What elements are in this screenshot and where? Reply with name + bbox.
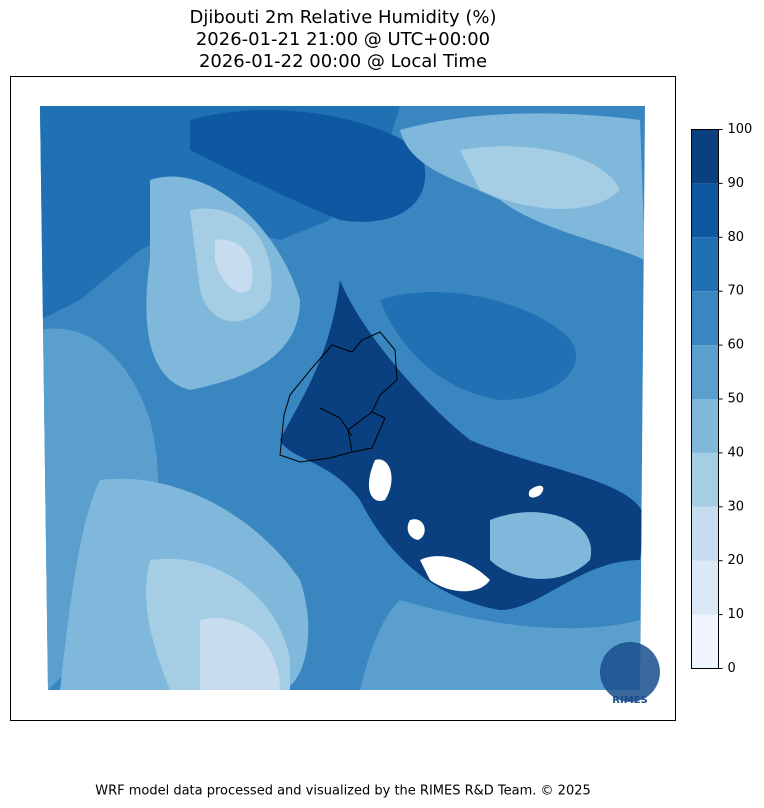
- colorbar: 0 10 20 30 40 50 60 70 80 90 100: [691, 122, 753, 676]
- colorbar-band: [691, 237, 719, 292]
- colorbar-band: [691, 560, 719, 615]
- colorbar-band: [691, 506, 719, 561]
- contour: [490, 512, 592, 579]
- contour: [190, 110, 426, 222]
- title-line: 2026-01-21 21:00 @ UTC+00:00: [196, 29, 490, 50]
- map-frame: [10, 76, 676, 721]
- tick-label: 80: [728, 230, 745, 245]
- logo-badge: [600, 642, 660, 702]
- tick-label: 50: [728, 392, 745, 407]
- tick-label: 100: [728, 122, 753, 137]
- colorbar-band: [691, 399, 719, 453]
- colorbar-band: [691, 452, 719, 507]
- contour: [200, 618, 280, 690]
- title-line: 2026-01-22 00:00 @ Local Time: [199, 51, 487, 72]
- tick-label: 30: [728, 499, 745, 514]
- tick-label: 40: [728, 445, 745, 460]
- no-data: [407, 519, 425, 540]
- contour: [215, 239, 253, 293]
- colorbar-frame: [691, 129, 719, 669]
- tick-label: 20: [728, 553, 745, 568]
- contour: [360, 600, 640, 690]
- no-data: [528, 485, 544, 498]
- no-data: [420, 556, 490, 592]
- country-border: [279, 331, 398, 463]
- tick-label: 0: [728, 661, 736, 676]
- footer: WRF model data processed and visualized …: [95, 784, 591, 799]
- tick-label: 90: [728, 176, 745, 191]
- colorbar-band: [691, 183, 719, 238]
- contour: [380, 291, 577, 400]
- colorbar-band: [691, 345, 719, 399]
- map-field: [40, 106, 645, 690]
- colorbar-band: [691, 129, 719, 184]
- logo-text: RIMES: [612, 695, 647, 706]
- tick-label: 10: [728, 607, 745, 622]
- title-line: Djibouti 2m Relative Humidity (%): [190, 7, 497, 28]
- tick-label: 70: [728, 284, 745, 299]
- colorbar-band: [691, 291, 719, 346]
- colorbar-band: [691, 614, 719, 669]
- no-data: [368, 459, 392, 501]
- tick-label: 60: [728, 338, 745, 353]
- contour: [460, 146, 620, 209]
